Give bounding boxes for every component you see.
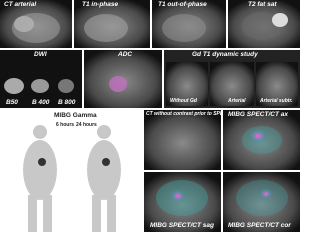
label: ADC	[117, 51, 132, 58]
label: B50	[6, 99, 18, 106]
panel: CT arterial	[0, 0, 72, 48]
label: T2 fat sat	[248, 1, 277, 8]
panel: T1 in-phase	[74, 0, 150, 48]
label: Arterial subtr.	[259, 98, 293, 104]
panel: CT without contrast prior to SPECT	[144, 110, 231, 170]
label: DWI	[34, 51, 47, 58]
label: B 400	[32, 99, 50, 106]
panel: T1 out-of-phase	[152, 0, 226, 48]
label: Without Gd	[170, 98, 198, 104]
label: Gd T1 dynamic study	[192, 51, 258, 58]
label: MIBG Gamma	[54, 112, 97, 119]
panel: MIBG SPECT/CT sag	[144, 172, 221, 232]
label: 24 hours	[76, 122, 97, 128]
panel: MIBG Gamma 6 hours 24 hours	[0, 110, 142, 232]
figure: CT arterial T1 in-phase T1 out-of-phase …	[0, 0, 300, 232]
label: MIBG SPECT/CT cor	[228, 222, 291, 229]
panel: MIBG SPECT/CT ax	[223, 110, 300, 170]
panel: DWI B50 B 400 B 800	[0, 50, 82, 108]
label: Arterial	[227, 98, 246, 104]
label: MIBG SPECT/CT ax	[228, 111, 288, 118]
panel: Gd T1 dynamic study Without Gd Arterial …	[164, 50, 300, 108]
label: CT without contrast prior to SPECT	[146, 111, 231, 117]
label: CT arterial	[4, 1, 36, 8]
panel: ADC	[84, 50, 162, 108]
label: B 800	[58, 99, 76, 106]
label: T1 out-of-phase	[158, 1, 207, 8]
label: MIBG SPECT/CT sag	[150, 222, 214, 229]
panel: T2 fat sat	[228, 0, 300, 48]
label: T1 in-phase	[82, 1, 119, 8]
panel: MIBG SPECT/CT cor	[223, 172, 300, 232]
label: 6 hours	[56, 122, 74, 128]
